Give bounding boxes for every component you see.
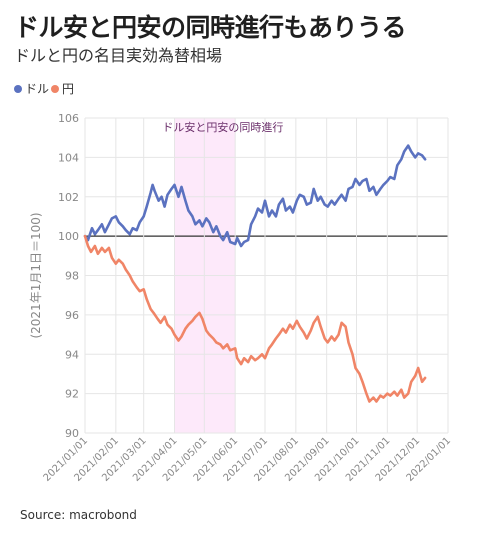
x-tick-layer: 2021/01/012021/02/012021/03/012021/04/01… [42,435,454,484]
legend-label-dollar: ドル [25,82,50,96]
y-tick-layer: 90 92 94 96 98 100 102 104 106 [58,112,79,440]
y-tick-label: 96 [65,309,79,322]
y-tick-label: 90 [65,427,79,440]
series-line-dollar [83,144,427,248]
legend-label-yen: 円 [62,82,75,96]
y-tick-label: 94 [65,348,79,361]
y-tick-label: 98 [65,270,79,283]
legend-dot-yen [51,84,60,93]
highlight-label: ドル安と円安の同時進行 [162,120,283,134]
legend: ドル 円 [14,80,76,97]
series-layer [83,144,427,403]
y-tick-label: 92 [65,388,79,401]
y-tick-label: 100 [58,230,79,243]
chart-title: ドル安と円安の同時進行もありうる [14,13,407,42]
legend-dot-dollar [14,84,22,93]
legend-item-yen: 円 [51,80,74,97]
y-tick-label: 102 [58,191,79,204]
y-axis-label: (2021年1月1日＝100) [29,212,43,338]
series-line-yen [83,234,427,403]
source-note: Source: macrobond [20,508,137,522]
y-tick-label: 104 [58,151,79,164]
legend-item-dollar: ドル [14,80,49,97]
y-tick-label: 106 [58,112,79,125]
chart-subtitle: ドルと円の名目実効為替相場 [14,46,223,65]
grid-layer [84,117,449,434]
